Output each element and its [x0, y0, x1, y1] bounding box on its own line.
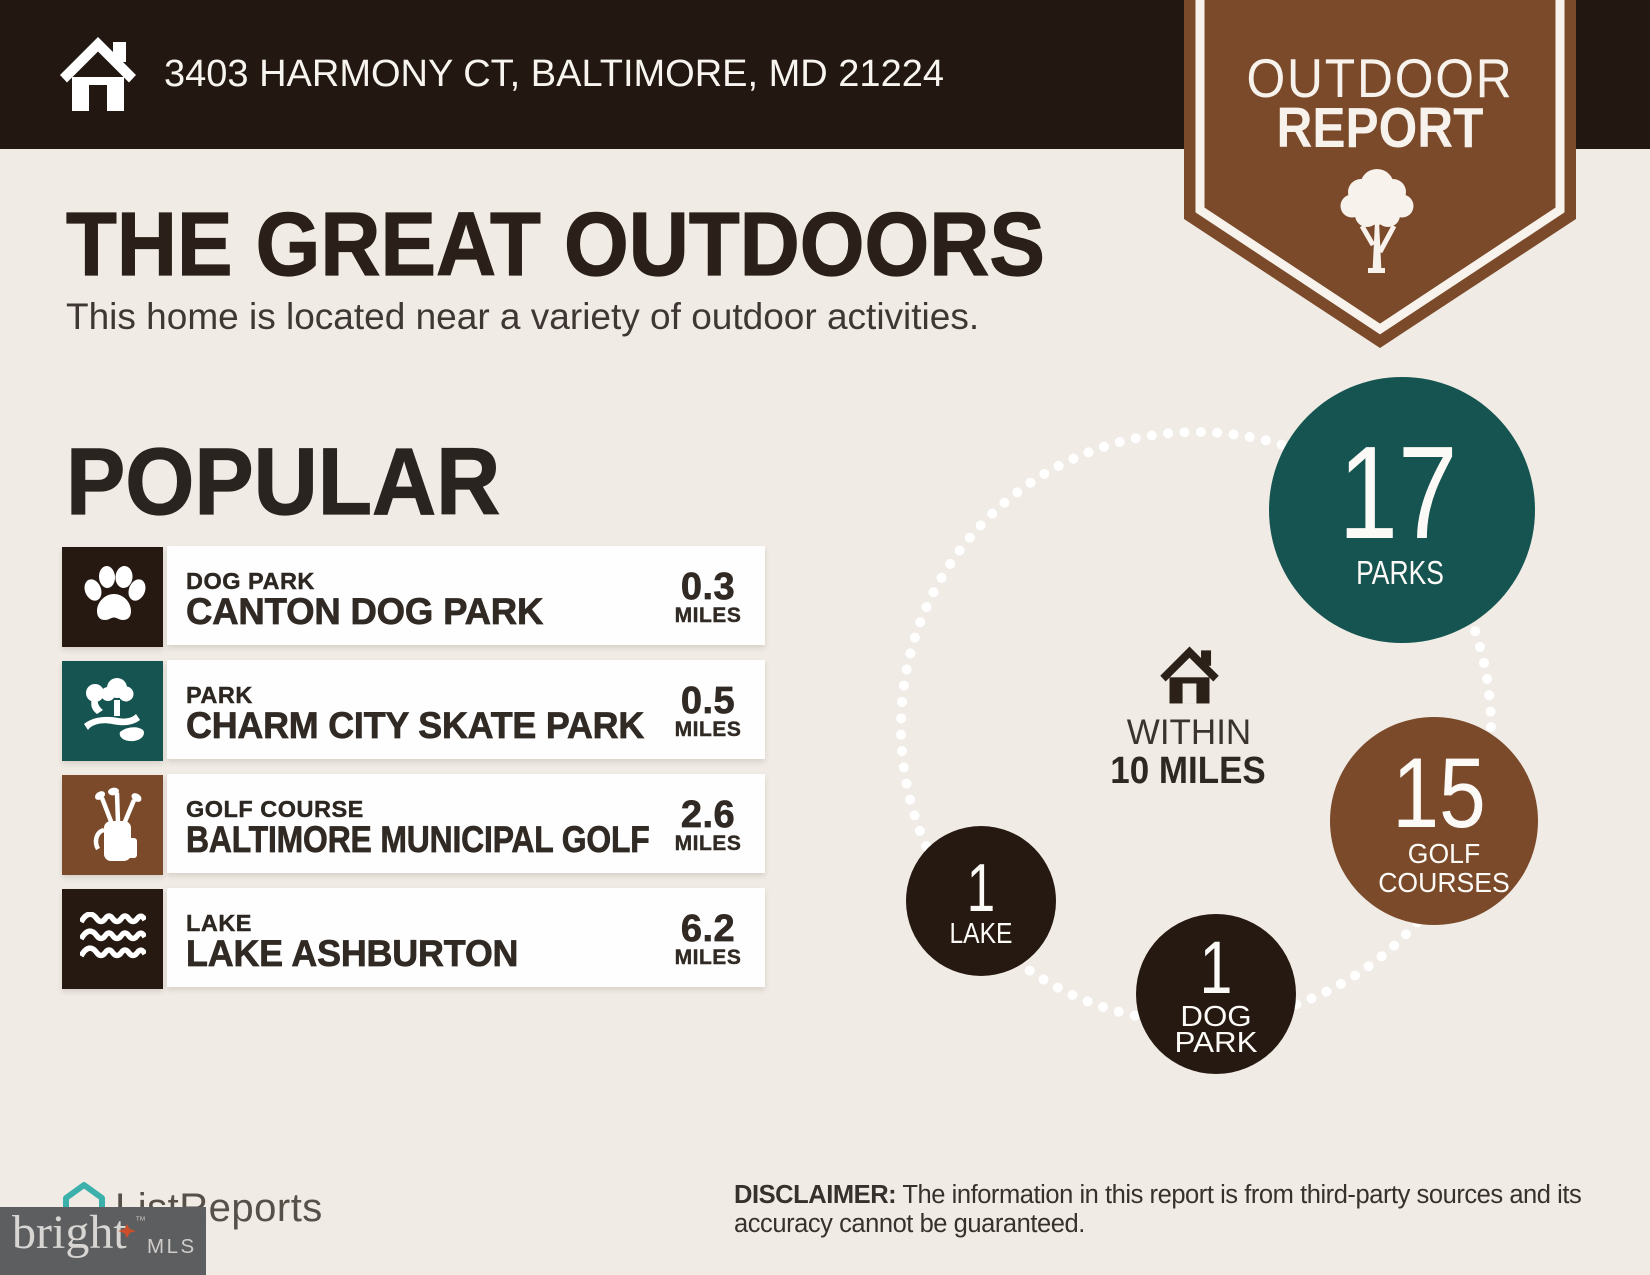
svg-text:REPORT: REPORT [1277, 96, 1484, 160]
svg-text:OUTDOOR: OUTDOOR [1247, 47, 1514, 109]
